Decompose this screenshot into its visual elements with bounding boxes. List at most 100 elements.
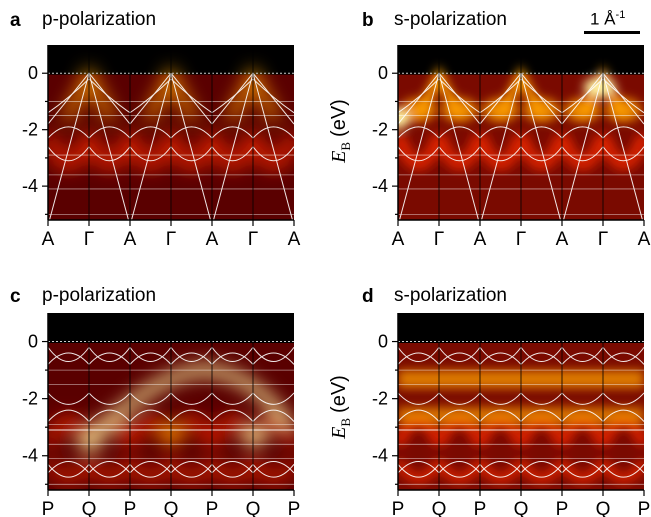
x-tick-label: Q (596, 499, 611, 517)
scale-bar-text: 1 Å (590, 9, 616, 29)
band-intensity (432, 132, 487, 171)
band-line (170, 146, 213, 162)
y-tick-label: -2 (22, 389, 38, 409)
band-intensity (596, 132, 644, 171)
band-line (170, 463, 213, 478)
band-line (438, 460, 481, 474)
band-line (479, 146, 522, 162)
band-line (88, 126, 131, 139)
band-line (520, 126, 563, 139)
band-line (131, 73, 172, 220)
x-tick-label: A (206, 229, 219, 250)
band-intensity (48, 458, 94, 484)
band-line (129, 78, 172, 114)
band-line (129, 352, 172, 365)
band-line (213, 73, 254, 220)
band-line (129, 126, 172, 139)
band-intensity (246, 132, 294, 171)
band-intensity (562, 407, 603, 424)
band-intensity (248, 458, 294, 484)
band-line (398, 460, 440, 474)
band-line (602, 460, 644, 474)
band-line (252, 460, 294, 474)
band-intensity (480, 370, 521, 389)
band-line (520, 352, 563, 365)
band-line (48, 146, 90, 162)
band-line (602, 392, 644, 405)
band-line (438, 392, 481, 405)
band-intensity (398, 370, 439, 389)
x-tick-label: A (638, 229, 651, 250)
band-line (48, 78, 90, 114)
y-tick-label: -2 (372, 120, 388, 140)
panel-letter-d: d (362, 286, 374, 307)
band-line (602, 463, 644, 478)
x-tick-label: P (206, 499, 219, 517)
band-intensity (516, 458, 567, 484)
panel-letter-b: b (362, 10, 374, 31)
band-line (398, 392, 440, 405)
band-line (88, 352, 131, 365)
band-intensity (125, 458, 176, 484)
band-line (88, 463, 131, 478)
y-tick-label: -2 (22, 120, 38, 140)
x-tick-label: Γ (84, 229, 94, 250)
x-tick-label: A (42, 229, 55, 250)
band-line (252, 392, 294, 405)
band-intensity (166, 458, 217, 484)
x-tick-label: A (392, 229, 405, 250)
x-tick-label: P (392, 499, 405, 517)
band-line (438, 352, 481, 365)
x-tick-label: Q (432, 499, 447, 517)
x-tick-label: A (474, 229, 487, 250)
band-line (170, 346, 213, 363)
x-tick-label: A (288, 229, 301, 250)
band-intensity (439, 370, 480, 389)
band-intensity (603, 407, 644, 424)
band-intensity (398, 132, 446, 171)
y-tick-label: -4 (372, 176, 388, 196)
calculated-bands (48, 346, 294, 478)
band-line (602, 78, 644, 114)
panel-title-a: p-polarization (42, 9, 157, 30)
band-line (602, 146, 644, 162)
band-intensity (473, 132, 528, 171)
x-tick-label: Q (82, 499, 97, 517)
band-line (211, 146, 254, 162)
band-line (520, 463, 563, 478)
band-line (170, 352, 213, 365)
band-line (602, 73, 643, 220)
band-intensity (555, 132, 610, 171)
band-line (170, 409, 213, 422)
x-tick-label: Γ (248, 229, 258, 250)
scale-bar-label: 1 Å-1 (590, 9, 625, 30)
band-line (88, 146, 131, 162)
y-tick-label: -4 (372, 446, 388, 466)
band-line (88, 73, 129, 220)
band-intensity (398, 458, 444, 484)
x-tick-label: P (124, 499, 137, 517)
band-line (398, 409, 440, 422)
band-line (398, 126, 440, 139)
band-line (211, 78, 254, 114)
band-line (561, 78, 604, 114)
band-line (398, 346, 440, 363)
band-intensity (205, 132, 260, 171)
band-line (520, 78, 563, 114)
band-line (479, 126, 522, 139)
band-line (438, 409, 481, 422)
band-line (561, 126, 604, 139)
band-line (398, 463, 440, 478)
panel-title-b: s-polarization (394, 9, 507, 30)
band-intensity (77, 433, 102, 450)
band-line (252, 409, 294, 422)
band-line (49, 73, 90, 220)
band-line (438, 146, 481, 162)
band-line (520, 146, 563, 162)
band-line (520, 409, 563, 422)
band-line (211, 346, 254, 363)
band-line (561, 463, 604, 478)
band-line (398, 146, 440, 162)
band-line (479, 463, 522, 478)
panel-letter-c: c (10, 286, 21, 307)
